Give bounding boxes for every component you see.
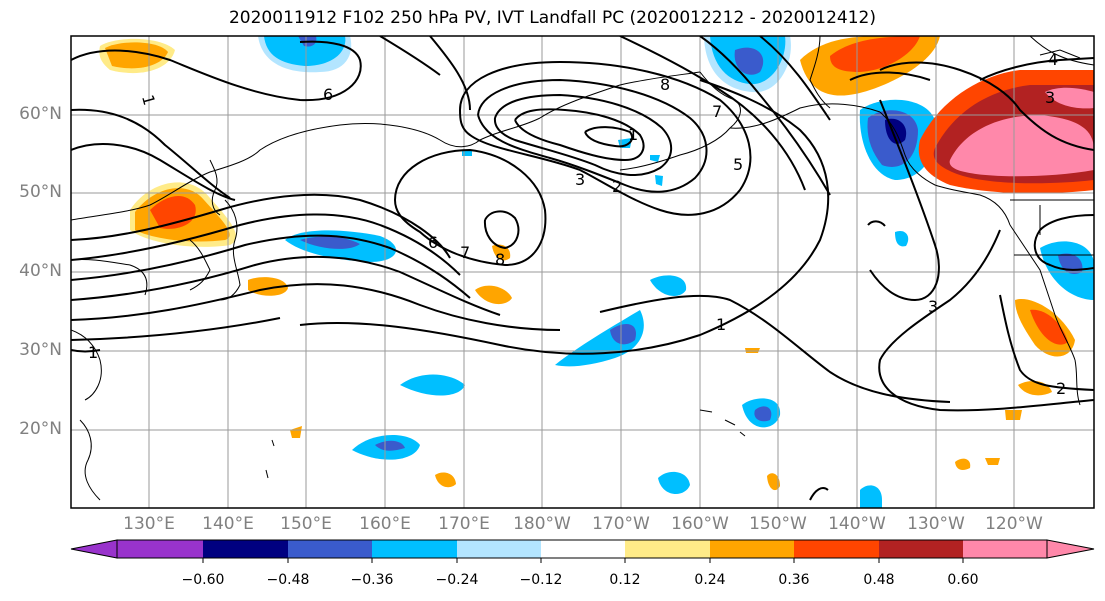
colorbar-segment: [288, 540, 372, 558]
colorbar-segment: [457, 540, 541, 558]
lon-label: 160°W: [671, 514, 729, 534]
colorbar-tick-label: −0.60: [181, 572, 225, 588]
contour-label: 5: [733, 155, 743, 174]
lat-label: 30°N: [19, 340, 62, 360]
colorbar-outline: [116, 539, 1048, 559]
contour-label: 1: [628, 125, 638, 144]
colorbar-tick-label: −0.36: [350, 572, 394, 588]
colorbar-extend-max: [1046, 539, 1095, 559]
colorbar-segment: [879, 540, 963, 558]
colorbar-tick-label: −0.12: [519, 572, 563, 588]
lon-label: 130°W: [907, 514, 965, 534]
lon-label: 170°W: [592, 514, 650, 534]
lat-label: 20°N: [19, 419, 62, 439]
lon-label: 160°E: [359, 514, 411, 534]
contour-label: 8: [660, 75, 670, 94]
colorbar-segment: [117, 540, 203, 558]
map-frame: [70, 35, 1095, 509]
figure-title: 2020011912 F102 250 hPa PV, IVT Landfall…: [228, 8, 876, 28]
contour-label: 3: [1045, 88, 1055, 107]
colorbar-tick-label: 0.36: [778, 572, 810, 588]
contour-label: 6: [428, 233, 438, 252]
lat-label: 40°N: [19, 261, 62, 281]
lon-label: 140°E: [202, 514, 254, 534]
colorbar-segment: [372, 540, 457, 558]
coastlines: [71, 36, 1094, 501]
colorbar-tick-label: −0.48: [266, 572, 310, 588]
colorbar-segment: [203, 540, 288, 558]
lon-label: 150°W: [749, 514, 807, 534]
colorbar-segment: [541, 540, 625, 558]
contour-label: 3: [928, 297, 938, 316]
lat-label: 50°N: [19, 182, 62, 202]
negative-anomaly-patches: [258, 36, 1094, 508]
lon-label: 170°E: [438, 514, 490, 534]
contour-label: 1: [88, 343, 98, 362]
map-panel: [71, 36, 1094, 508]
contour-label: 7: [712, 102, 722, 121]
colorbar-segment: [963, 540, 1047, 558]
colorbar-tick-label: −0.24: [435, 572, 479, 588]
contour-label: 2: [1056, 379, 1066, 398]
lat-label: 60°N: [19, 104, 62, 124]
colorbar-segment: [794, 540, 879, 558]
contour-label: 1: [138, 93, 159, 108]
lon-label: 180°W: [513, 514, 571, 534]
colorbar: [70, 539, 1095, 563]
colorbar-tick-label: 0.24: [694, 572, 726, 588]
lon-label: 120°W: [985, 514, 1043, 534]
colorbar-extend-min: [70, 539, 118, 559]
contour-label: 2: [612, 177, 622, 196]
pv-contours: [71, 36, 1094, 501]
colorbar-tick-label: 0.12: [609, 572, 641, 588]
contour-label: 3: [575, 170, 585, 189]
contour-label: 4: [1048, 50, 1058, 69]
colorbar-segment: [625, 540, 710, 558]
contour-label: 8: [495, 250, 505, 269]
graticule: [71, 36, 1094, 508]
colorbar-segment: [710, 540, 794, 558]
lon-label: 130°E: [123, 514, 175, 534]
contour-label: 1: [716, 315, 726, 334]
contour-label: 6: [323, 85, 333, 104]
lon-label: 150°E: [280, 514, 332, 534]
colorbar-tick-label: 0.60: [947, 572, 979, 588]
colorbar-tick-label: 0.48: [863, 572, 895, 588]
lon-label: 140°W: [828, 514, 886, 534]
contour-label-layer: 1 6 6 7 8 8 1 3 2 5 7 1 3 3 4 1 2: [88, 50, 1066, 398]
contour-label: 7: [460, 243, 470, 262]
